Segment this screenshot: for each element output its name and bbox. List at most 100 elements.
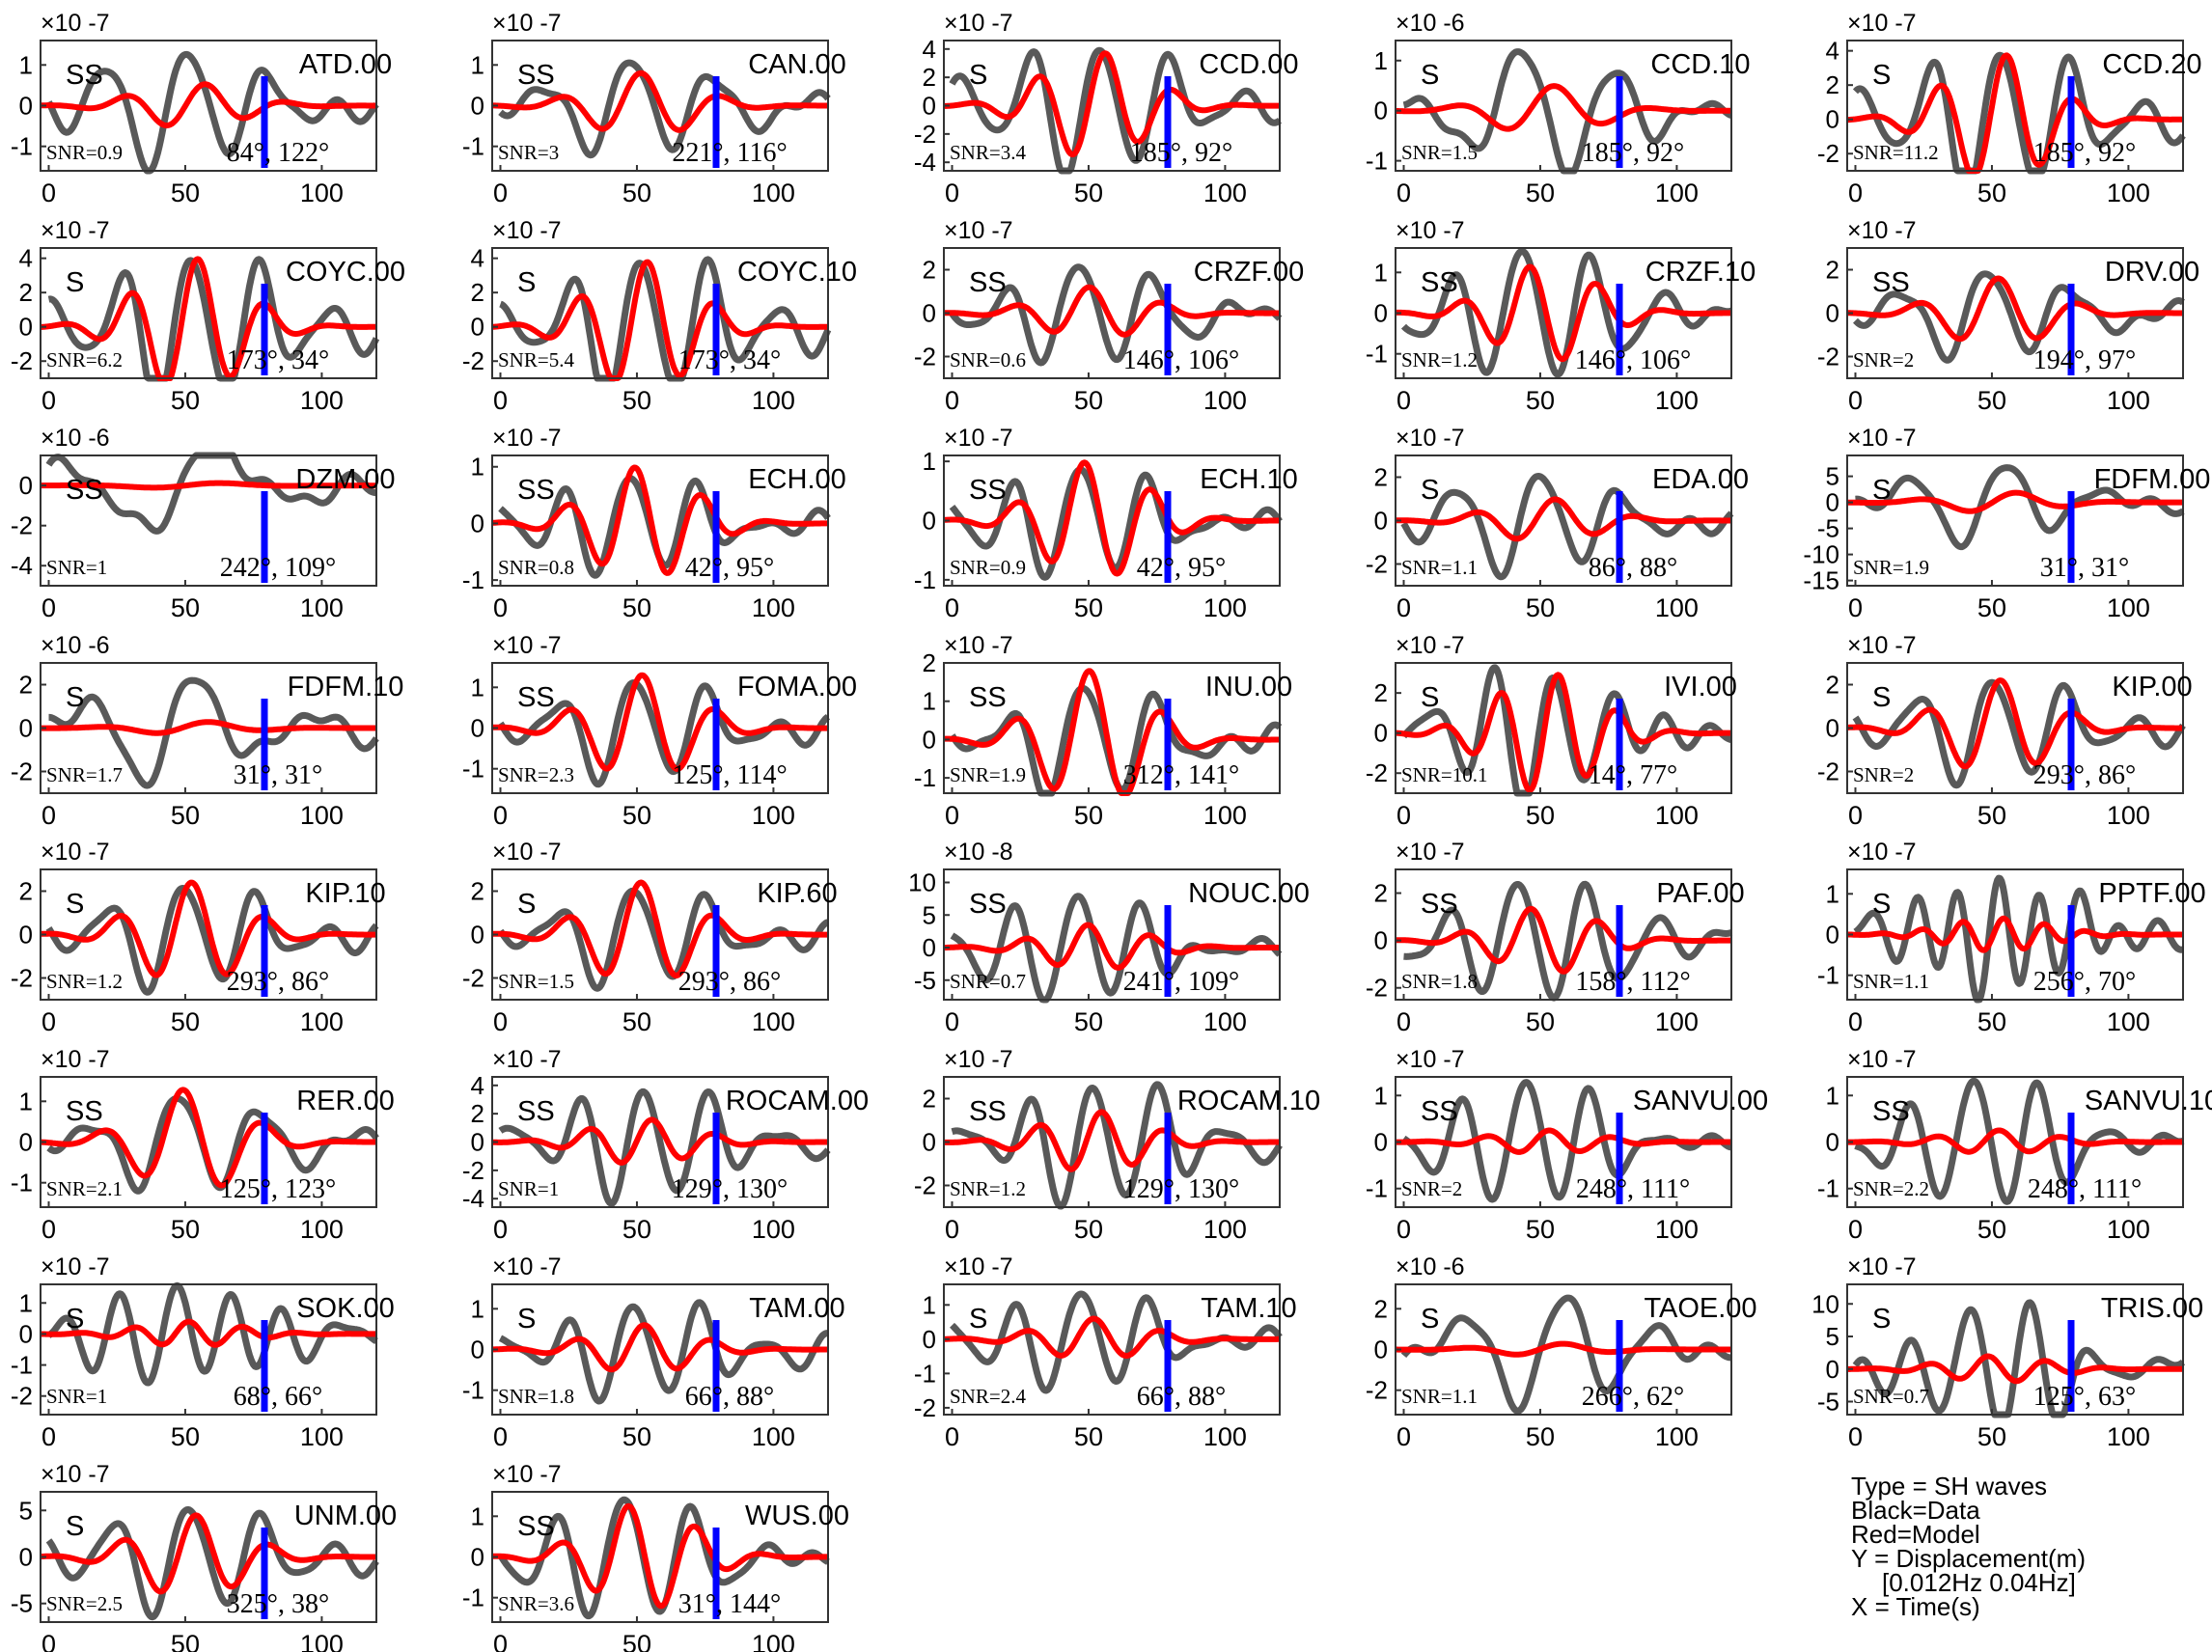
model-trace [1394, 672, 1733, 793]
y-tick-label: 0 [1826, 488, 1839, 517]
x-tick-label: 0 [493, 179, 508, 207]
y-tick-label: 2 [471, 1099, 484, 1128]
phase-label: S [66, 889, 84, 920]
axes-box [40, 454, 377, 587]
y-exponent: ×10 -6 [41, 632, 110, 659]
y-exponent: ×10 -7 [41, 1046, 110, 1073]
phase-label: S [66, 267, 84, 298]
model-trace [490, 1502, 830, 1610]
x-tick-label: 0 [493, 386, 508, 415]
x-tick-label: 50 [622, 1007, 651, 1036]
model-trace [1394, 905, 1733, 975]
y-tick-label: 5 [19, 1496, 33, 1525]
y-tick-label: -2 [462, 1156, 484, 1185]
y-tick-label: 0 [471, 921, 484, 950]
model-trace [1394, 83, 1733, 132]
panel-ccd-20: 4 2 0 -2 0 50 100 ×10 -7 S CCD.20 SNR=11.2 185°, 92… [1817, 10, 2202, 207]
x-tick-label: 0 [1848, 179, 1863, 207]
data-trace [949, 263, 1283, 367]
x-tick-label: 100 [752, 1215, 795, 1244]
x-tick-label: 100 [2107, 386, 2150, 415]
x-tick-label: 50 [1977, 1215, 2006, 1244]
x-tick-label: 50 [1526, 179, 1555, 207]
phase-label: SS [969, 267, 1007, 298]
y-tick-label: 4 [471, 244, 484, 273]
station-label: ROCAM.10 [1177, 1086, 1320, 1116]
x-tick-label: 50 [1526, 593, 1555, 622]
x-tick-label: 0 [945, 1422, 959, 1451]
y-tick-label: -2 [1817, 757, 1839, 786]
angle-label: 66°, 88° [1137, 1382, 1226, 1412]
y-tick-label: 5 [1826, 1322, 1839, 1351]
y-tick-label: 2 [1374, 1294, 1388, 1323]
snr-label: SNR=3 [498, 141, 559, 164]
phase-label: S [1421, 475, 1439, 506]
data-trace [45, 885, 379, 996]
data-trace [1853, 270, 2186, 364]
angle-label: 312°, 141° [1123, 760, 1239, 790]
model-trace [942, 50, 1282, 158]
phase-label: S [969, 60, 987, 91]
station-label: ECH.10 [1200, 464, 1298, 495]
x-tick-label: 50 [1526, 386, 1555, 415]
axes-box [1846, 1283, 2184, 1416]
x-tick-label: 100 [1655, 801, 1699, 830]
x-tick-label: 100 [300, 801, 344, 830]
y-tick-label: -2 [11, 964, 33, 993]
phase-label: SS [969, 889, 1007, 920]
x-tick-label: 50 [622, 386, 651, 415]
phase-label: S [1421, 60, 1439, 91]
legend: Type = SH waves Black=Data Red=Model Y =… [1851, 1473, 2086, 1619]
panel-atd-00: 1 0 -1 0 50 100 ×10 -7 SS ATD.00 SNR=0.9 84°, 122° [11, 10, 392, 207]
x-tick-label: 100 [1203, 1422, 1247, 1451]
y-tick-label: 0 [923, 92, 936, 121]
phase-label: SS [1421, 889, 1458, 920]
phase-label: SS [517, 1096, 555, 1127]
x-tick-label: 100 [752, 1630, 795, 1652]
data-trace [498, 1299, 831, 1405]
y-tick-label: -2 [1817, 139, 1839, 168]
x-tick-label: 0 [1848, 1422, 1863, 1451]
y-tick-label: 2 [1826, 256, 1839, 285]
angle-label: 31°, 144° [678, 1589, 781, 1619]
x-tick-label: 50 [1074, 1215, 1103, 1244]
model-trace [942, 922, 1282, 971]
snr-label: SNR=1.5 [1401, 141, 1478, 164]
station-label: CRZF.10 [1645, 257, 1756, 288]
snr-label: SNR=1.1 [1401, 1385, 1478, 1408]
x-tick-label: 100 [1203, 801, 1247, 830]
x-tick-label: 100 [300, 1630, 344, 1652]
station-label: KIP.60 [757, 878, 837, 909]
phase-label: SS [517, 475, 555, 506]
snr-label: SNR=1.2 [46, 970, 123, 993]
x-tick-label: 50 [171, 801, 200, 830]
y-tick-label: 1 [19, 1288, 33, 1317]
y-tick-label: -2 [1366, 974, 1388, 1003]
angle-label: 241°, 109° [1123, 967, 1239, 997]
x-tick-label: 100 [300, 1215, 344, 1244]
x-tick-label: 0 [1396, 801, 1411, 830]
panel-sanvu-00: 1 0 -1 0 50 100 ×10 -7 SS SANVU.00 SNR=2 248°, 111… [1366, 1046, 1768, 1244]
y-tick-label: -1 [462, 565, 484, 594]
station-label: SANVU.00 [1633, 1086, 1768, 1116]
station-label: CAN.00 [748, 49, 846, 80]
y-exponent: ×10 -7 [1847, 632, 1917, 659]
y-tick-label: 1 [471, 1294, 484, 1323]
angle-label: 242°, 109° [220, 553, 336, 583]
x-tick-label: 100 [752, 593, 795, 622]
axes-box [1395, 662, 1732, 794]
angle-label: 293°, 86° [678, 967, 781, 997]
model-trace [942, 284, 1282, 338]
model-trace [39, 480, 378, 491]
y-exponent: ×10 -7 [944, 632, 1013, 659]
x-tick-label: 100 [752, 801, 795, 830]
y-tick-label: 1 [1826, 1081, 1839, 1110]
y-exponent: ×10 -7 [41, 1461, 110, 1488]
y-exponent: ×10 -7 [41, 217, 110, 244]
snr-label: SNR=11.2 [1853, 141, 1939, 164]
phase-label: S [1872, 475, 1891, 506]
model-trace [490, 879, 830, 978]
y-tick-label: -1 [462, 755, 484, 784]
model-trace [39, 256, 378, 381]
